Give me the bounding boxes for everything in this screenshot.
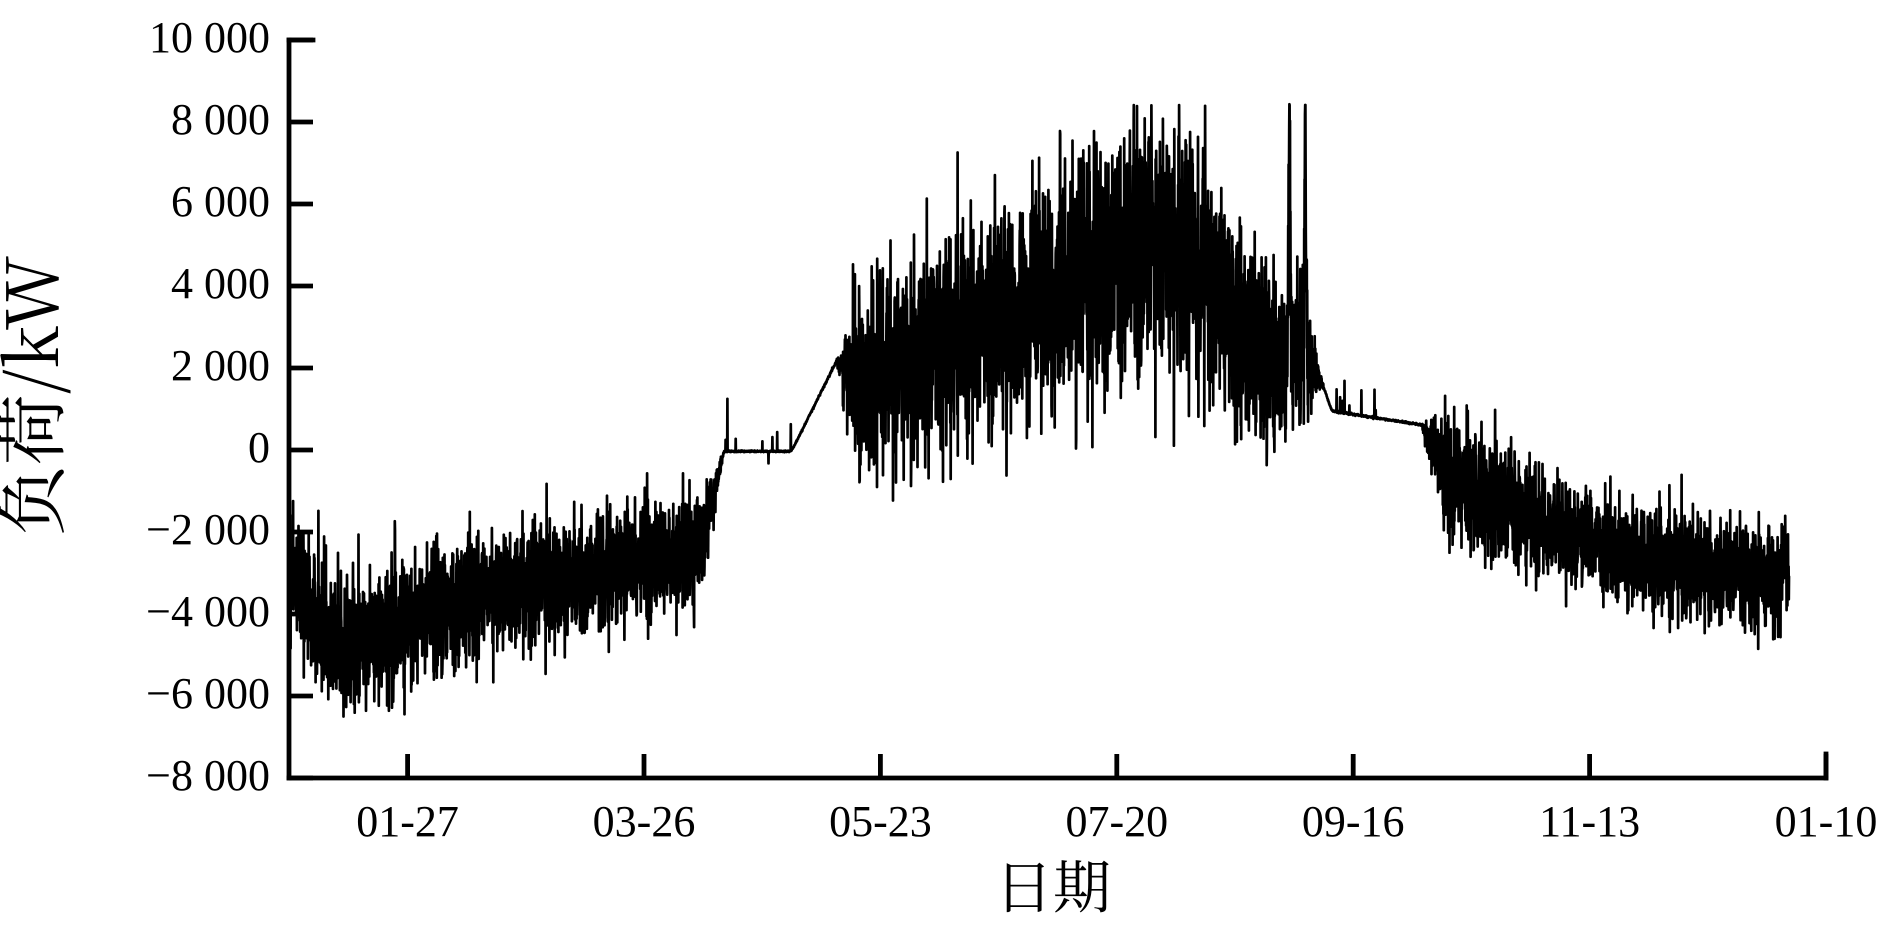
- svg-text:05-23: 05-23: [829, 797, 932, 846]
- svg-text:10 000: 10 000: [149, 13, 270, 62]
- svg-text:01-27: 01-27: [356, 797, 459, 846]
- svg-text:4 000: 4 000: [171, 259, 270, 308]
- svg-text:8 000: 8 000: [171, 95, 270, 144]
- svg-text:−4 000: −4 000: [146, 587, 270, 636]
- svg-text:03-26: 03-26: [593, 797, 696, 846]
- svg-text:−6 000: −6 000: [146, 669, 270, 718]
- svg-text:负荷/kW: 负荷/kW: [0, 256, 79, 536]
- svg-text:09-16: 09-16: [1302, 797, 1405, 846]
- svg-text:日期: 日期: [995, 841, 1111, 925]
- svg-text:6 000: 6 000: [171, 177, 270, 226]
- svg-text:07-20: 07-20: [1065, 797, 1168, 846]
- svg-text:0: 0: [248, 423, 270, 472]
- svg-text:11-13: 11-13: [1539, 797, 1640, 846]
- svg-text:2 000: 2 000: [171, 341, 270, 390]
- svg-text:−2 000: −2 000: [146, 505, 270, 554]
- svg-text:−8 000: −8 000: [146, 751, 270, 800]
- svg-text:01-10: 01-10: [1775, 797, 1878, 846]
